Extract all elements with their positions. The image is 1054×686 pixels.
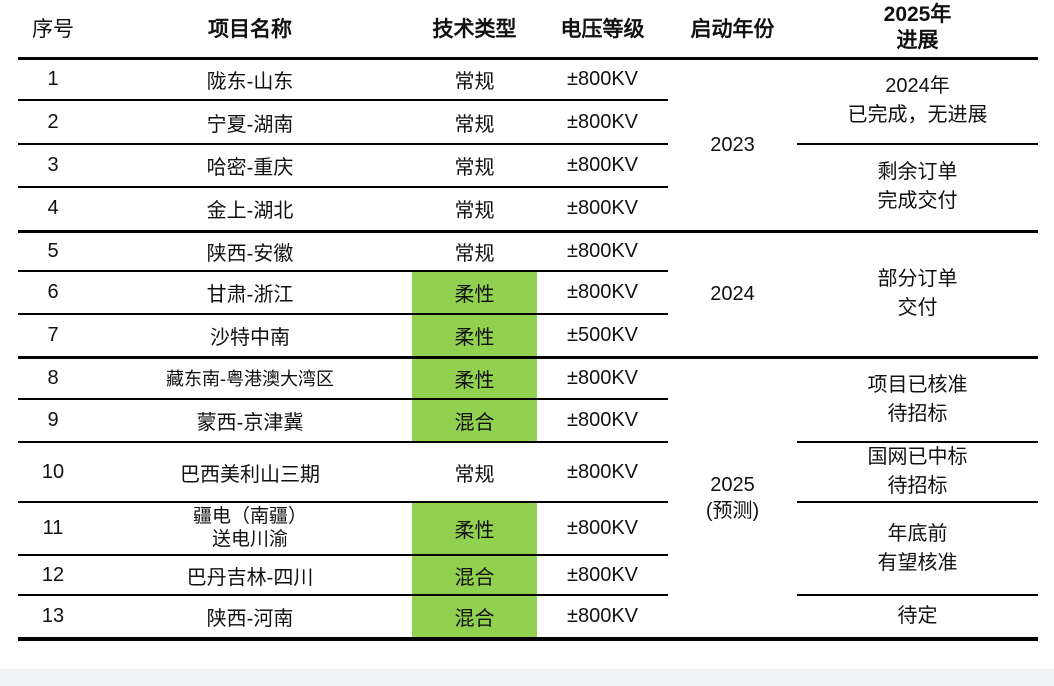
row-index-cell: 5: [18, 231, 88, 272]
table-row: 7 沙特中南 柔性 ±500KV: [18, 314, 1038, 359]
header-index: 序号: [18, 0, 88, 60]
voltage-cell: ±800KV: [537, 58, 668, 101]
voltage-cell: ±800KV: [537, 502, 668, 556]
row-index-cell: 6: [18, 271, 88, 315]
header-project-name: 项目名称: [88, 0, 412, 60]
voltage-cell: ±800KV: [537, 187, 668, 233]
project-name-cell: 藏东南-粤港澳大湾区: [88, 357, 412, 400]
tech-type-cell: 常规: [412, 144, 537, 188]
header-progress-2025: 2025年 进展: [797, 0, 1038, 60]
row-index-cell: 7: [18, 314, 88, 359]
progress-cell: 剩余订单 完成交付: [797, 144, 1038, 233]
bottom-strip: [0, 669, 1054, 686]
project-name-cell: 陕西-河南: [88, 595, 412, 641]
row-index-cell: 3: [18, 144, 88, 188]
project-name-cell: 沙特中南: [88, 314, 412, 359]
voltage-cell: ±800KV: [537, 271, 668, 315]
row-index-cell: 13: [18, 595, 88, 641]
header-start-year: 启动年份: [668, 0, 797, 60]
progress-cell: 项目已核准 待招标: [797, 357, 1038, 443]
tech-type-cell: 常规: [412, 231, 537, 272]
progress-cell: 部分订单 交付: [797, 231, 1038, 359]
progress-cell: 待定: [797, 595, 1038, 641]
tech-type-cell: 柔性: [412, 502, 537, 556]
table-row: 11 疆电（南疆） 送电川渝 柔性 ±800KV 年底前 有望核准: [18, 502, 1038, 596]
project-name-cell: 金上-湖北: [88, 187, 412, 233]
progress-cell: 国网已中标 待招标: [797, 442, 1038, 503]
voltage-cell: ±800KV: [537, 100, 668, 145]
tech-type-cell: 常规: [412, 100, 537, 145]
row-index-cell: 9: [18, 399, 88, 443]
tech-type-cell: 常规: [412, 187, 537, 233]
voltage-cell: ±800KV: [537, 442, 668, 503]
project-name-cell: 宁夏-湖南: [88, 100, 412, 145]
header-voltage-level: 电压等级: [537, 0, 668, 60]
table-row: 12 巴丹吉林-四川 混合 ±800KV: [18, 555, 1038, 596]
uhv-projects-table: 序号 项目名称 技术类型 电压等级 启动年份 2025年 进展 1 陇东-山东 …: [18, 0, 1038, 641]
project-name-cell: 甘肃-浙江: [88, 271, 412, 315]
start-year-cell-2024: 2024: [668, 231, 797, 359]
voltage-cell: ±800KV: [537, 231, 668, 272]
header-tech-type: 技术类型: [412, 0, 537, 60]
voltage-cell: ±500KV: [537, 314, 668, 359]
voltage-cell: ±800KV: [537, 595, 668, 641]
tech-type-cell: 柔性: [412, 357, 537, 400]
tech-type-cell: 混合: [412, 555, 537, 596]
table-row: 9 蒙西-京津冀 混合 ±800KV: [18, 399, 1038, 443]
voltage-cell: ±800KV: [537, 357, 668, 400]
start-year-cell-2023: 2023: [668, 58, 797, 233]
project-name-cell: 陇东-山东: [88, 58, 412, 101]
table-row: 13 陕西-河南 混合 ±800KV 待定: [18, 595, 1038, 641]
tech-type-cell: 柔性: [412, 314, 537, 359]
project-name-cell: 蒙西-京津冀: [88, 399, 412, 443]
table-row: 6 甘肃-浙江 柔性 ±800KV: [18, 271, 1038, 315]
row-index-cell: 2: [18, 100, 88, 145]
table-row: 4 金上-湖北 常规 ±800KV: [18, 187, 1038, 233]
tech-type-cell: 混合: [412, 595, 537, 641]
row-index-cell: 10: [18, 442, 88, 503]
table-row: 2 宁夏-湖南 常规 ±800KV: [18, 100, 1038, 145]
row-index-cell: 12: [18, 555, 88, 596]
table-row: 5 陕西-安徽 常规 ±800KV 2024 部分订单 交付: [18, 231, 1038, 359]
project-name-cell: 巴西美利山三期: [88, 442, 412, 503]
project-name-cell: 巴丹吉林-四川: [88, 555, 412, 596]
row-index-cell: 8: [18, 357, 88, 400]
row-index-cell: 4: [18, 187, 88, 233]
row-index-cell: 11: [18, 502, 88, 556]
tech-type-cell: 混合: [412, 399, 537, 443]
table-row: 1 陇东-山东 常规 ±800KV 2023 2024年 已完成，无进展: [18, 58, 1038, 233]
project-name-cell: 疆电（南疆） 送电川渝: [88, 502, 412, 556]
progress-cell: 2024年 已完成，无进展: [797, 58, 1038, 145]
start-year-cell-2025: 2025 (预测): [668, 357, 797, 641]
voltage-cell: ±800KV: [537, 144, 668, 188]
voltage-cell: ±800KV: [537, 555, 668, 596]
tech-type-cell: 常规: [412, 58, 537, 101]
project-name-cell: 哈密-重庆: [88, 144, 412, 188]
voltage-cell: ±800KV: [537, 399, 668, 443]
progress-cell: 年底前 有望核准: [797, 502, 1038, 596]
header-row: 序号 项目名称 技术类型 电压等级 启动年份 2025年 进展: [18, 0, 1038, 60]
project-name-cell: 陕西-安徽: [88, 231, 412, 272]
tech-type-cell: 常规: [412, 442, 537, 503]
table-row: 10 巴西美利山三期 常规 ±800KV 国网已中标 待招标: [18, 442, 1038, 503]
table-row: 3 哈密-重庆 常规 ±800KV 剩余订单 完成交付: [18, 144, 1038, 233]
table-row: 8 藏东南-粤港澳大湾区 柔性 ±800KV 2025 (预测) 项目已核准 待…: [18, 357, 1038, 641]
tech-type-cell: 柔性: [412, 271, 537, 315]
row-index-cell: 1: [18, 58, 88, 101]
